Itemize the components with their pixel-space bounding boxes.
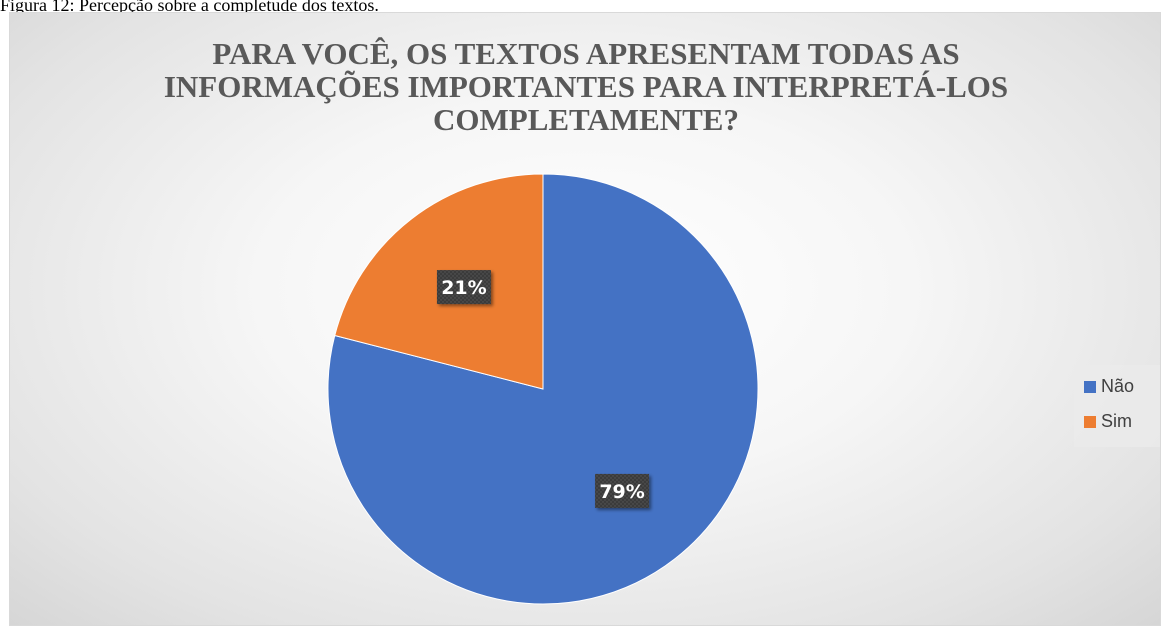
pie-chart: 79% 21% (327, 173, 759, 605)
data-label-text: 21% (441, 277, 486, 299)
legend-swatch-nao (1084, 380, 1096, 393)
data-label-box (436, 270, 491, 305)
data-label-nao: 79% (595, 473, 650, 508)
chart-area: PARA VOCÊ, OS TEXTOS APRESENTAM TODAS AS… (9, 12, 1161, 626)
data-label-text: 79% (599, 481, 644, 503)
legend-swatch-sim (1084, 415, 1096, 428)
chart-title: PARA VOCÊ, OS TEXTOS APRESENTAM TODAS AS… (163, 36, 1009, 137)
data-label-box (595, 473, 650, 508)
data-label-sim: 21% (436, 270, 491, 305)
legend-item-sim: Sim (1074, 404, 1160, 439)
legend-item-nao: Não (1074, 369, 1160, 404)
legend-label-sim: Sim (1101, 411, 1132, 431)
chart-legend: Não Sim (1074, 365, 1160, 447)
legend-label-nao: Não (1101, 376, 1135, 396)
figure-caption: Figura 12: Percepção sobre a completude … (0, 0, 379, 15)
